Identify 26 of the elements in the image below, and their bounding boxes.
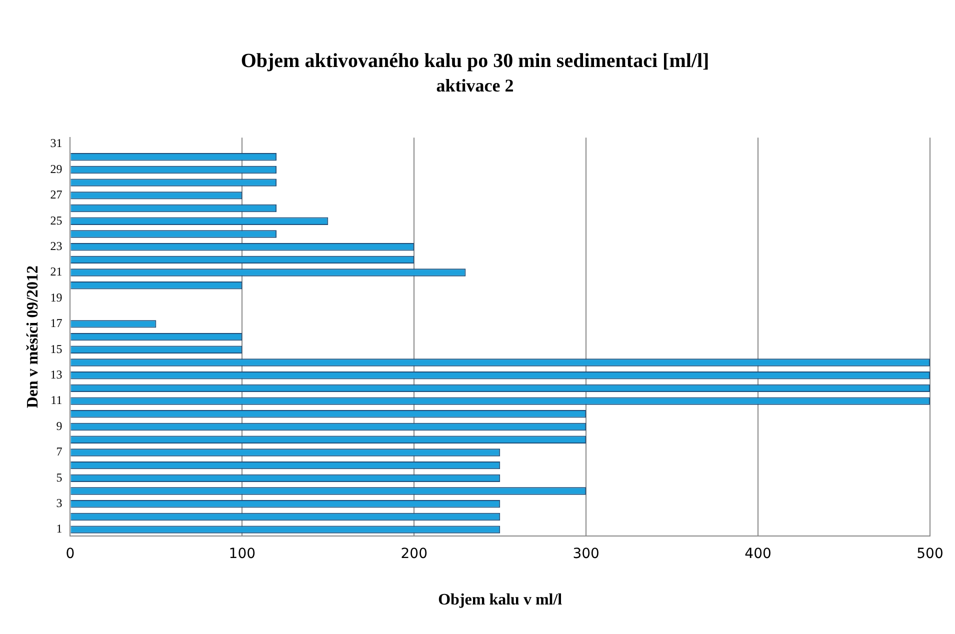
y-tick-label: 31 [50,136,62,150]
y-tick-label: 19 [50,290,62,304]
y-tick-label: 27 [50,188,62,202]
y-tick-label: 1 [56,522,62,536]
x-tick-label: 400 [744,546,772,562]
y-tick-label: 15 [50,342,62,356]
y-axis-title: Den v měsíci 09/2012 [24,265,42,408]
y-tick-label: 3 [56,496,62,510]
x-tick-label: 500 [916,546,944,562]
y-tick-label: 23 [50,238,62,253]
y-tick-label: 29 [50,162,62,176]
y-tick-label: 7 [56,444,62,459]
y-tick-label: 11 [50,393,62,408]
y-tick-label: 5 [56,470,62,484]
chart-title: Objem aktivovaného kalu po 30 min sedimentaci [ml/l] [240,50,710,72]
y-tick-label: 17 [50,316,62,330]
x-tick-label: 300 [572,546,600,562]
x-tick-label: 100 [228,546,256,562]
chart-subtitle: aktivace 2 [436,75,514,96]
y-tick-label: 13 [50,368,62,382]
y-tick-label: 9 [56,418,62,433]
x-tick-label: 0 [66,546,75,562]
y-tick-label: 21 [50,264,62,279]
x-tick-label: 200 [400,546,428,562]
y-tick-label: 25 [50,213,62,228]
x-axis-title: Objem kalu v ml/l [438,592,563,609]
